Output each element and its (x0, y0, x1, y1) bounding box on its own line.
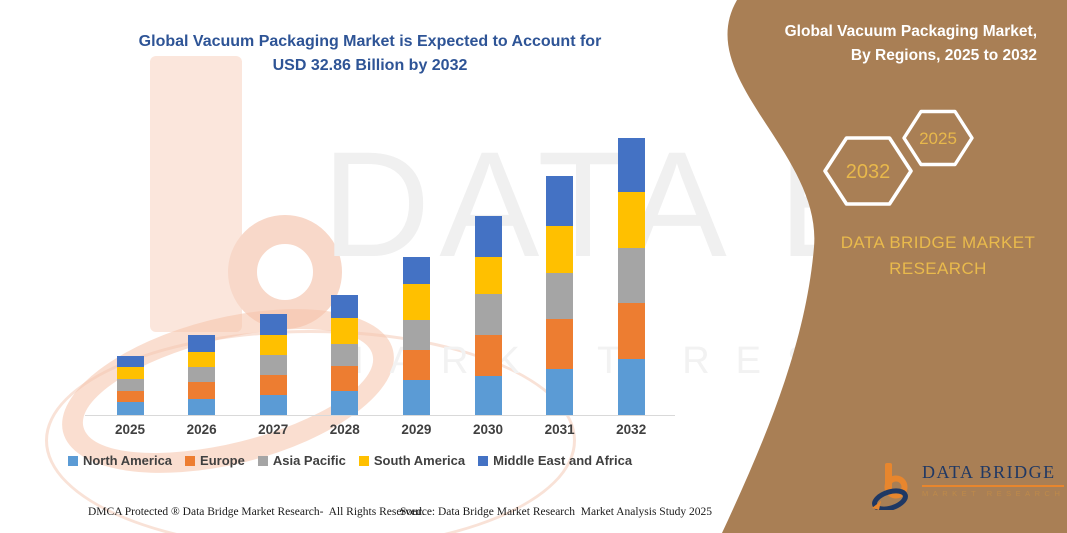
bar-segment (617, 138, 645, 192)
bar-segment (188, 382, 216, 399)
bar-segment (474, 376, 502, 415)
legend-label: Middle East and Africa (493, 453, 633, 468)
bar-segment (331, 344, 359, 367)
x-axis-label: 2029 (401, 422, 432, 437)
legend-label: Asia Pacific (272, 453, 346, 468)
bar-segment (474, 256, 502, 295)
bar-chart-plot (85, 110, 675, 416)
panel-heading-line2: By Regions, 2025 to 2032 (850, 47, 1037, 64)
logo-text: DATA BRIDGE MARKET RESEARCH (922, 462, 1065, 498)
x-axis-label: 2028 (329, 422, 360, 437)
bar-2030 (474, 216, 502, 415)
bar-segment (259, 355, 287, 375)
bar-segment (331, 366, 359, 391)
bar-segment (402, 350, 430, 381)
x-axis-label: 2032 (616, 422, 647, 437)
bar-2032 (617, 138, 645, 415)
x-axis-label: 2031 (544, 422, 575, 437)
panel-heading-line1: Global Vacuum Packaging Market, (784, 23, 1037, 40)
bar-segment (116, 378, 144, 391)
bar-segment (259, 394, 287, 415)
bar-segment (617, 248, 645, 303)
page-title-line1: Global Vacuum Packaging Market is Expect… (138, 33, 602, 50)
panel-heading: Global Vacuum Packaging Market, By Regio… (707, 20, 1037, 68)
legend-swatch (185, 455, 196, 466)
bar-segment (188, 398, 216, 415)
legend-label: South America (373, 453, 466, 468)
logo-subtext: MARKET RESEARCH (922, 489, 1065, 498)
legend-item: South America (358, 453, 466, 468)
bar-segment (474, 334, 502, 377)
hexagon-2025 (902, 109, 974, 167)
bar-2027 (259, 313, 287, 415)
legend-label: North America (82, 453, 173, 468)
bar-segment (402, 256, 430, 285)
bar-2025 (116, 356, 144, 415)
page-title: Global Vacuum Packaging Market is Expect… (105, 30, 635, 78)
bar-2029 (402, 256, 430, 415)
bar-2028 (331, 294, 359, 415)
bar-segment (617, 302, 645, 360)
legend-swatch (358, 455, 369, 466)
logo-b-icon (872, 463, 908, 510)
logo-name: DATA BRIDGE (922, 462, 1065, 487)
bar-segment (331, 318, 359, 345)
bar-segment (546, 368, 574, 415)
x-axis-label: 2030 (472, 422, 504, 437)
bar-segment (259, 374, 287, 395)
bar-segment (116, 356, 144, 367)
legend-item: North America (67, 453, 173, 468)
watermark-logo-arc (45, 330, 576, 533)
footer-source-text: Source: Data Bridge Market Research Mark… (400, 506, 713, 518)
bar-segment (402, 380, 430, 415)
bar-segment (474, 216, 502, 257)
bar-segment (546, 176, 574, 227)
bar-segment (617, 359, 645, 415)
bar-segment (188, 334, 216, 352)
legend-swatch (478, 455, 489, 466)
bar-segment (188, 351, 216, 367)
legend: North America Europe Asia Pacific South Ame… (55, 453, 645, 468)
bar-segment (259, 334, 287, 356)
page-title-line2: USD 32.86 Billion by 2032 (272, 57, 468, 74)
x-axis-labels: 2025 2026 2027 2028 2029 2030 2031 2032 (85, 422, 675, 440)
bar-segment (474, 294, 502, 335)
x-axis-line (85, 415, 675, 416)
legend-item: Asia Pacific (257, 453, 346, 468)
legend-item: Europe (185, 453, 245, 468)
bar-segment (188, 366, 216, 383)
bar-segment (331, 294, 359, 319)
legend-item: Middle East and Africa (478, 453, 632, 468)
x-axis-label: 2027 (258, 422, 289, 437)
bar-segment (259, 313, 287, 335)
bar-segment (116, 390, 144, 403)
bar-segment (402, 284, 430, 320)
bar-segment (116, 366, 144, 379)
bar-2026 (188, 334, 216, 415)
x-axis-label: 2026 (186, 422, 217, 437)
bar-segment (116, 402, 144, 415)
bar-segment (617, 191, 645, 249)
bar-2031 (546, 176, 574, 415)
brand-text: DATA BRIDGE MARKET RESEARCH (840, 233, 1036, 278)
hexagon-2025-label: 2025 (919, 129, 957, 148)
hexagon-2032 (823, 136, 913, 206)
x-axis-label: 2025 (114, 422, 146, 437)
bar-segment (402, 319, 430, 351)
watermark-logo-b-stem (150, 56, 242, 332)
legend-label: Europe (200, 453, 245, 468)
bar-segment (546, 272, 574, 319)
bar-segment (546, 318, 574, 369)
hexagon-2032-label: 2032 (846, 161, 891, 183)
footer-dmca-text: DMCA Protected ® Data Bridge Market Rese… (88, 506, 425, 518)
dbmr-logo: DATA BRIDGE MARKET RESEARCH (872, 462, 1065, 510)
bar-segment (331, 390, 359, 415)
legend-swatch (257, 455, 268, 466)
bar-segment (546, 226, 574, 273)
legend-swatch (67, 455, 78, 466)
